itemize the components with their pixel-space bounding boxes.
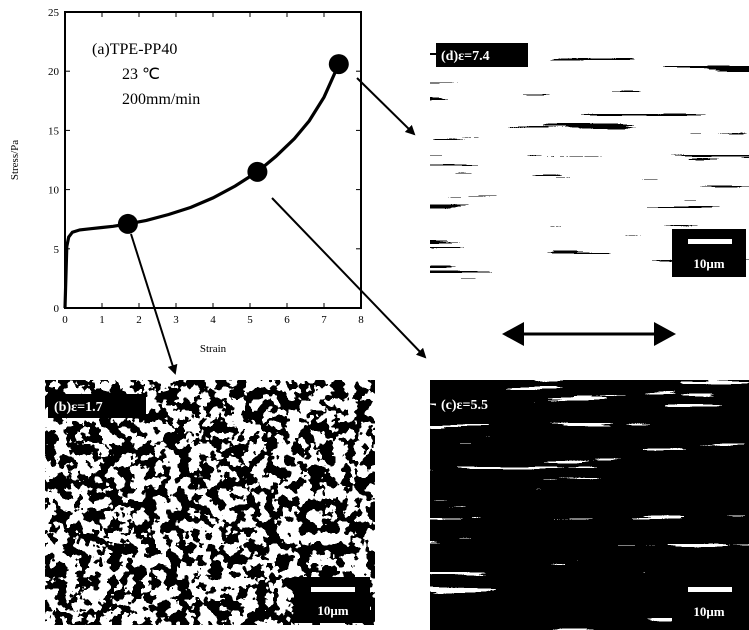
- strain-marker: [328, 54, 349, 75]
- strain-marker: [117, 213, 138, 234]
- annotation-line-temperature: 23 ℃: [122, 66, 160, 83]
- x-tick-label: 2: [136, 314, 142, 326]
- x-tick-label: 5: [247, 314, 253, 326]
- y-tick-label: 10: [48, 185, 60, 197]
- panel-b-label-box: [48, 394, 146, 418]
- panel-b-scalebar-box: [294, 577, 370, 623]
- y-tick-label: 0: [54, 303, 60, 315]
- panel-d-scalebar-box: [672, 229, 746, 277]
- panel-b-label: (b)ε=1.7: [54, 400, 103, 415]
- panel-d-scalebar: [688, 239, 732, 244]
- micrograph-panel-d: (d)ε=7.4 10μm: [430, 37, 749, 282]
- panel-d-label: (d)ε=7.4: [441, 49, 490, 64]
- y-ticks: 0 5 10 15 20 25: [48, 7, 361, 315]
- y-tick-label: 25: [48, 7, 60, 19]
- x-tick-label: 6: [284, 314, 290, 326]
- arrow-to-panel-c: [271, 197, 427, 359]
- y-tick-label: 20: [48, 66, 60, 78]
- stress-strain-chart: 0 1 2 3 4 5 6 7 8 0 5 10 15 20 25 Strain Stress/Pa (a…: [9, 7, 364, 355]
- panel-b-scale-text: 10μm: [317, 603, 348, 618]
- panel-c-label: (c)ε=5.5: [441, 398, 488, 413]
- y-axis-title: Stress/Pa: [9, 140, 21, 180]
- panel-c-scale-text: 10μm: [693, 604, 724, 619]
- x-tick-label: 4: [210, 314, 216, 326]
- x-tick-label: 0: [62, 314, 68, 326]
- panel-d-scale-text: 10μm: [693, 256, 724, 271]
- chart-annotation: (a)TPE-PP40 23 ℃ 200mm/min: [92, 41, 200, 108]
- micrograph-panel-c: (c)ε=5.5 10μm: [430, 380, 749, 630]
- arrow-to-panel-d: [356, 77, 416, 136]
- panel-c-scalebar-box: [672, 577, 746, 625]
- panel-b-scalebar: [311, 587, 355, 592]
- annotation-line-material: (a)TPE-PP40: [92, 41, 177, 58]
- x-ticks: 0 1 2 3 4 5 6 7 8: [62, 12, 364, 326]
- x-tick-label: 7: [321, 314, 327, 326]
- x-tick-label: 8: [358, 314, 364, 326]
- micrograph-panel-b: (b)ε=1.7 10μm: [45, 380, 375, 625]
- x-axis-title: Strain: [200, 343, 227, 355]
- y-tick-label: 5: [54, 244, 60, 256]
- panel-c-label-box: [436, 392, 528, 416]
- panel-d-label-box: [436, 43, 528, 67]
- annotation-line-rate: 200mm/min: [122, 91, 200, 108]
- x-tick-label: 1: [99, 314, 105, 326]
- y-tick-label: 15: [48, 125, 60, 137]
- arrow-to-panel-b: [130, 233, 178, 375]
- panel-c-scalebar: [688, 587, 732, 592]
- stress-strain-curve: [63, 63, 341, 309]
- strain-marker: [247, 161, 268, 182]
- x-tick-label: 3: [173, 314, 179, 326]
- pointer-arrows: [130, 77, 427, 375]
- strain-markers: [117, 54, 349, 234]
- double-headed-arrow-icon: [502, 322, 676, 346]
